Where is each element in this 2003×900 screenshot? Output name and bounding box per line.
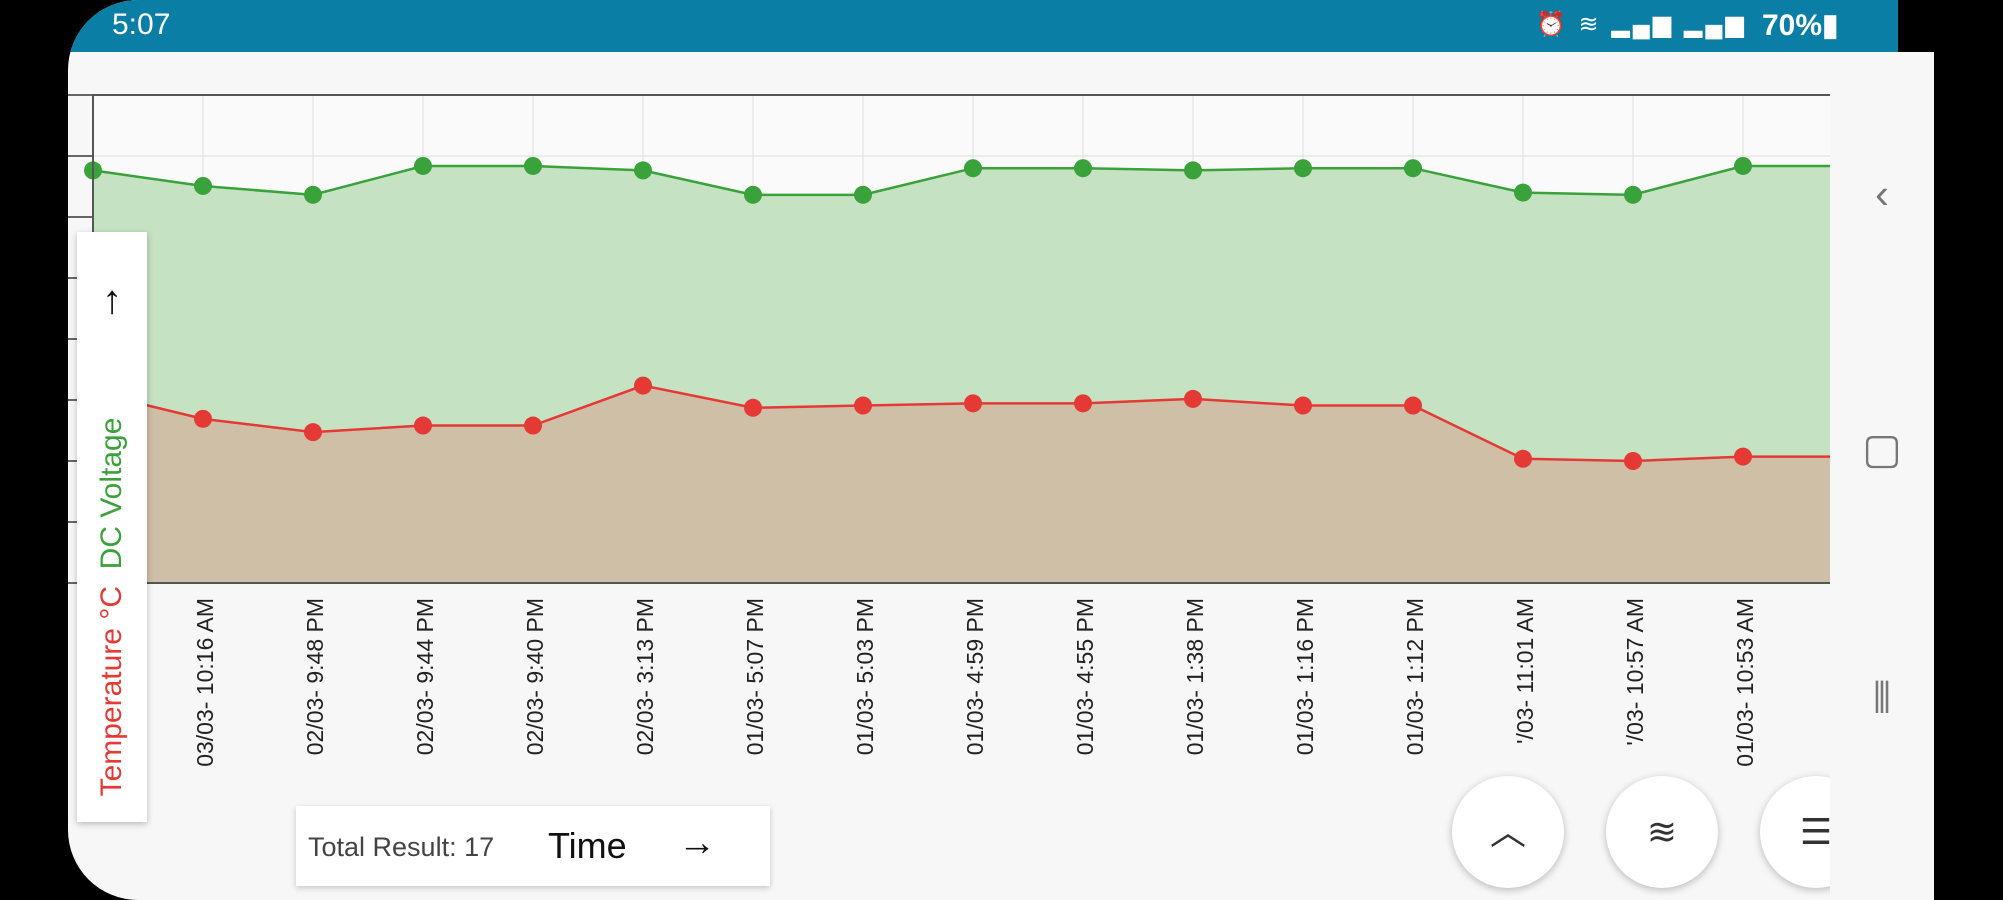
axis-label-separator [95, 569, 128, 586]
scroll-up-button[interactable]: ︿ [1452, 776, 1564, 888]
app-screen: 5:07 ⏰ ≋ ▂▄▆ ▂▄▆ 70%▮ 03/03- 10:16 AM 02/… [68, 0, 1898, 900]
result-summary-card: Total Result: 17 Time → [296, 806, 770, 886]
x-tick-label: 01/03- 4:55 PM [1072, 598, 1098, 755]
x-tick-label: 02/03- 9:40 PM [522, 598, 548, 755]
recents-button[interactable]: ⦀ [1830, 674, 1934, 723]
temperature-point [1734, 447, 1752, 466]
temperature-point [414, 416, 432, 435]
home-icon: ▢ [1862, 425, 1902, 472]
dc-voltage-point [1294, 159, 1312, 178]
x-axis-arrow-icon: → [678, 822, 716, 864]
total-result: Total Result: 17 [308, 832, 495, 862]
temperature-point [524, 416, 542, 435]
x-tick-label: 01/03- 1:16 PM [1292, 598, 1318, 755]
status-bar: 5:07 ⏰ ≋ ▂▄▆ ▂▄▆ 70%▮ [68, 0, 1898, 52]
dc-voltage-point [1734, 156, 1752, 175]
dc-voltage-point [414, 156, 432, 175]
temperature-area [93, 385, 1853, 583]
temperature-point [1624, 452, 1642, 470]
dc-voltage-point [964, 159, 982, 178]
temperature-point [744, 398, 762, 417]
temperature-axis-label: Temperature °C [95, 586, 128, 797]
dc-voltage-point [194, 176, 212, 195]
dc-voltage-point [634, 161, 652, 180]
dc-voltage-point [1404, 159, 1422, 178]
x-tick-label: 01/03- 10:53 AM [1732, 598, 1758, 767]
dc-voltage-point [854, 185, 872, 204]
temperature-point [194, 409, 212, 428]
chevron-up-icon: ︿ [1489, 811, 1526, 852]
filter-icon: ☰ [1799, 811, 1833, 852]
chart-type-button[interactable]: ≋ [1606, 776, 1718, 888]
y-axis-arrow-icon: ↑ [102, 278, 122, 322]
temperature-point [1184, 389, 1202, 408]
home-button[interactable]: ▢ [1830, 424, 1934, 473]
x-tick-label: 02/03- 9:48 PM [302, 598, 328, 755]
y-axis-label-card: ↑ Temperature °C DC Voltage [77, 232, 147, 822]
status-time: 5:07 [112, 8, 171, 41]
x-tick-label: 01/03- 1:38 PM [1182, 598, 1208, 755]
x-tick-label: 02/03- 3:13 PM [632, 598, 658, 755]
x-tick-label: '/03- 11:01 AM [1512, 598, 1538, 744]
x-tick-label: 01/03- 5:07 PM [742, 598, 768, 755]
dc-voltage-point [744, 185, 762, 204]
temperature-point [854, 396, 872, 415]
navigation-bar: ‹ ▢ ⦀ [1830, 52, 1934, 900]
temperature-point [1514, 449, 1532, 468]
dc-voltage-point [524, 156, 542, 175]
temperature-point [1404, 396, 1422, 415]
x-axis-title: Time [548, 825, 627, 866]
dc-voltage-point [304, 185, 322, 204]
voltage-axis-label: DC Voltage [95, 417, 128, 570]
dc-voltage-point [1624, 185, 1642, 204]
wave-chart-icon: ≋ [1646, 811, 1678, 852]
x-tick-label: 03/03- 10:16 AM [192, 598, 218, 767]
dc-voltage-point [1184, 161, 1202, 180]
temperature-point [1294, 396, 1312, 415]
x-tick-label: 01/03- 1:12 PM [1402, 598, 1428, 755]
dc-voltage-point [1074, 159, 1092, 178]
temperature-point [304, 423, 322, 442]
temperature-point [634, 376, 652, 395]
recents-icon: ⦀ [1872, 674, 1892, 721]
battery-indicator: 70%▮ [1762, 9, 1839, 42]
dc-voltage-point [1514, 183, 1532, 202]
temperature-point [1074, 394, 1092, 413]
x-tick-label: 01/03- 4:59 PM [962, 598, 988, 755]
y-axis-title: Temperature °C DC Voltage [95, 418, 129, 797]
x-tick-label: 02/03- 9:44 PM [412, 598, 438, 755]
back-icon: ‹ [1875, 170, 1889, 217]
x-tick-label: '/03- 10:57 AM [1622, 598, 1648, 746]
x-tick-label: 01/03- 5:03 PM [852, 598, 878, 755]
temperature-point [964, 394, 982, 413]
chart: 03/03- 10:16 AM 02/03- 9:48 PM 02/03- 9:44… [68, 94, 1868, 767]
status-icons: ⏰ ≋ ▂▄▆ ▂▄▆ [1536, 11, 1747, 38]
back-button[interactable]: ‹ [1830, 170, 1934, 218]
